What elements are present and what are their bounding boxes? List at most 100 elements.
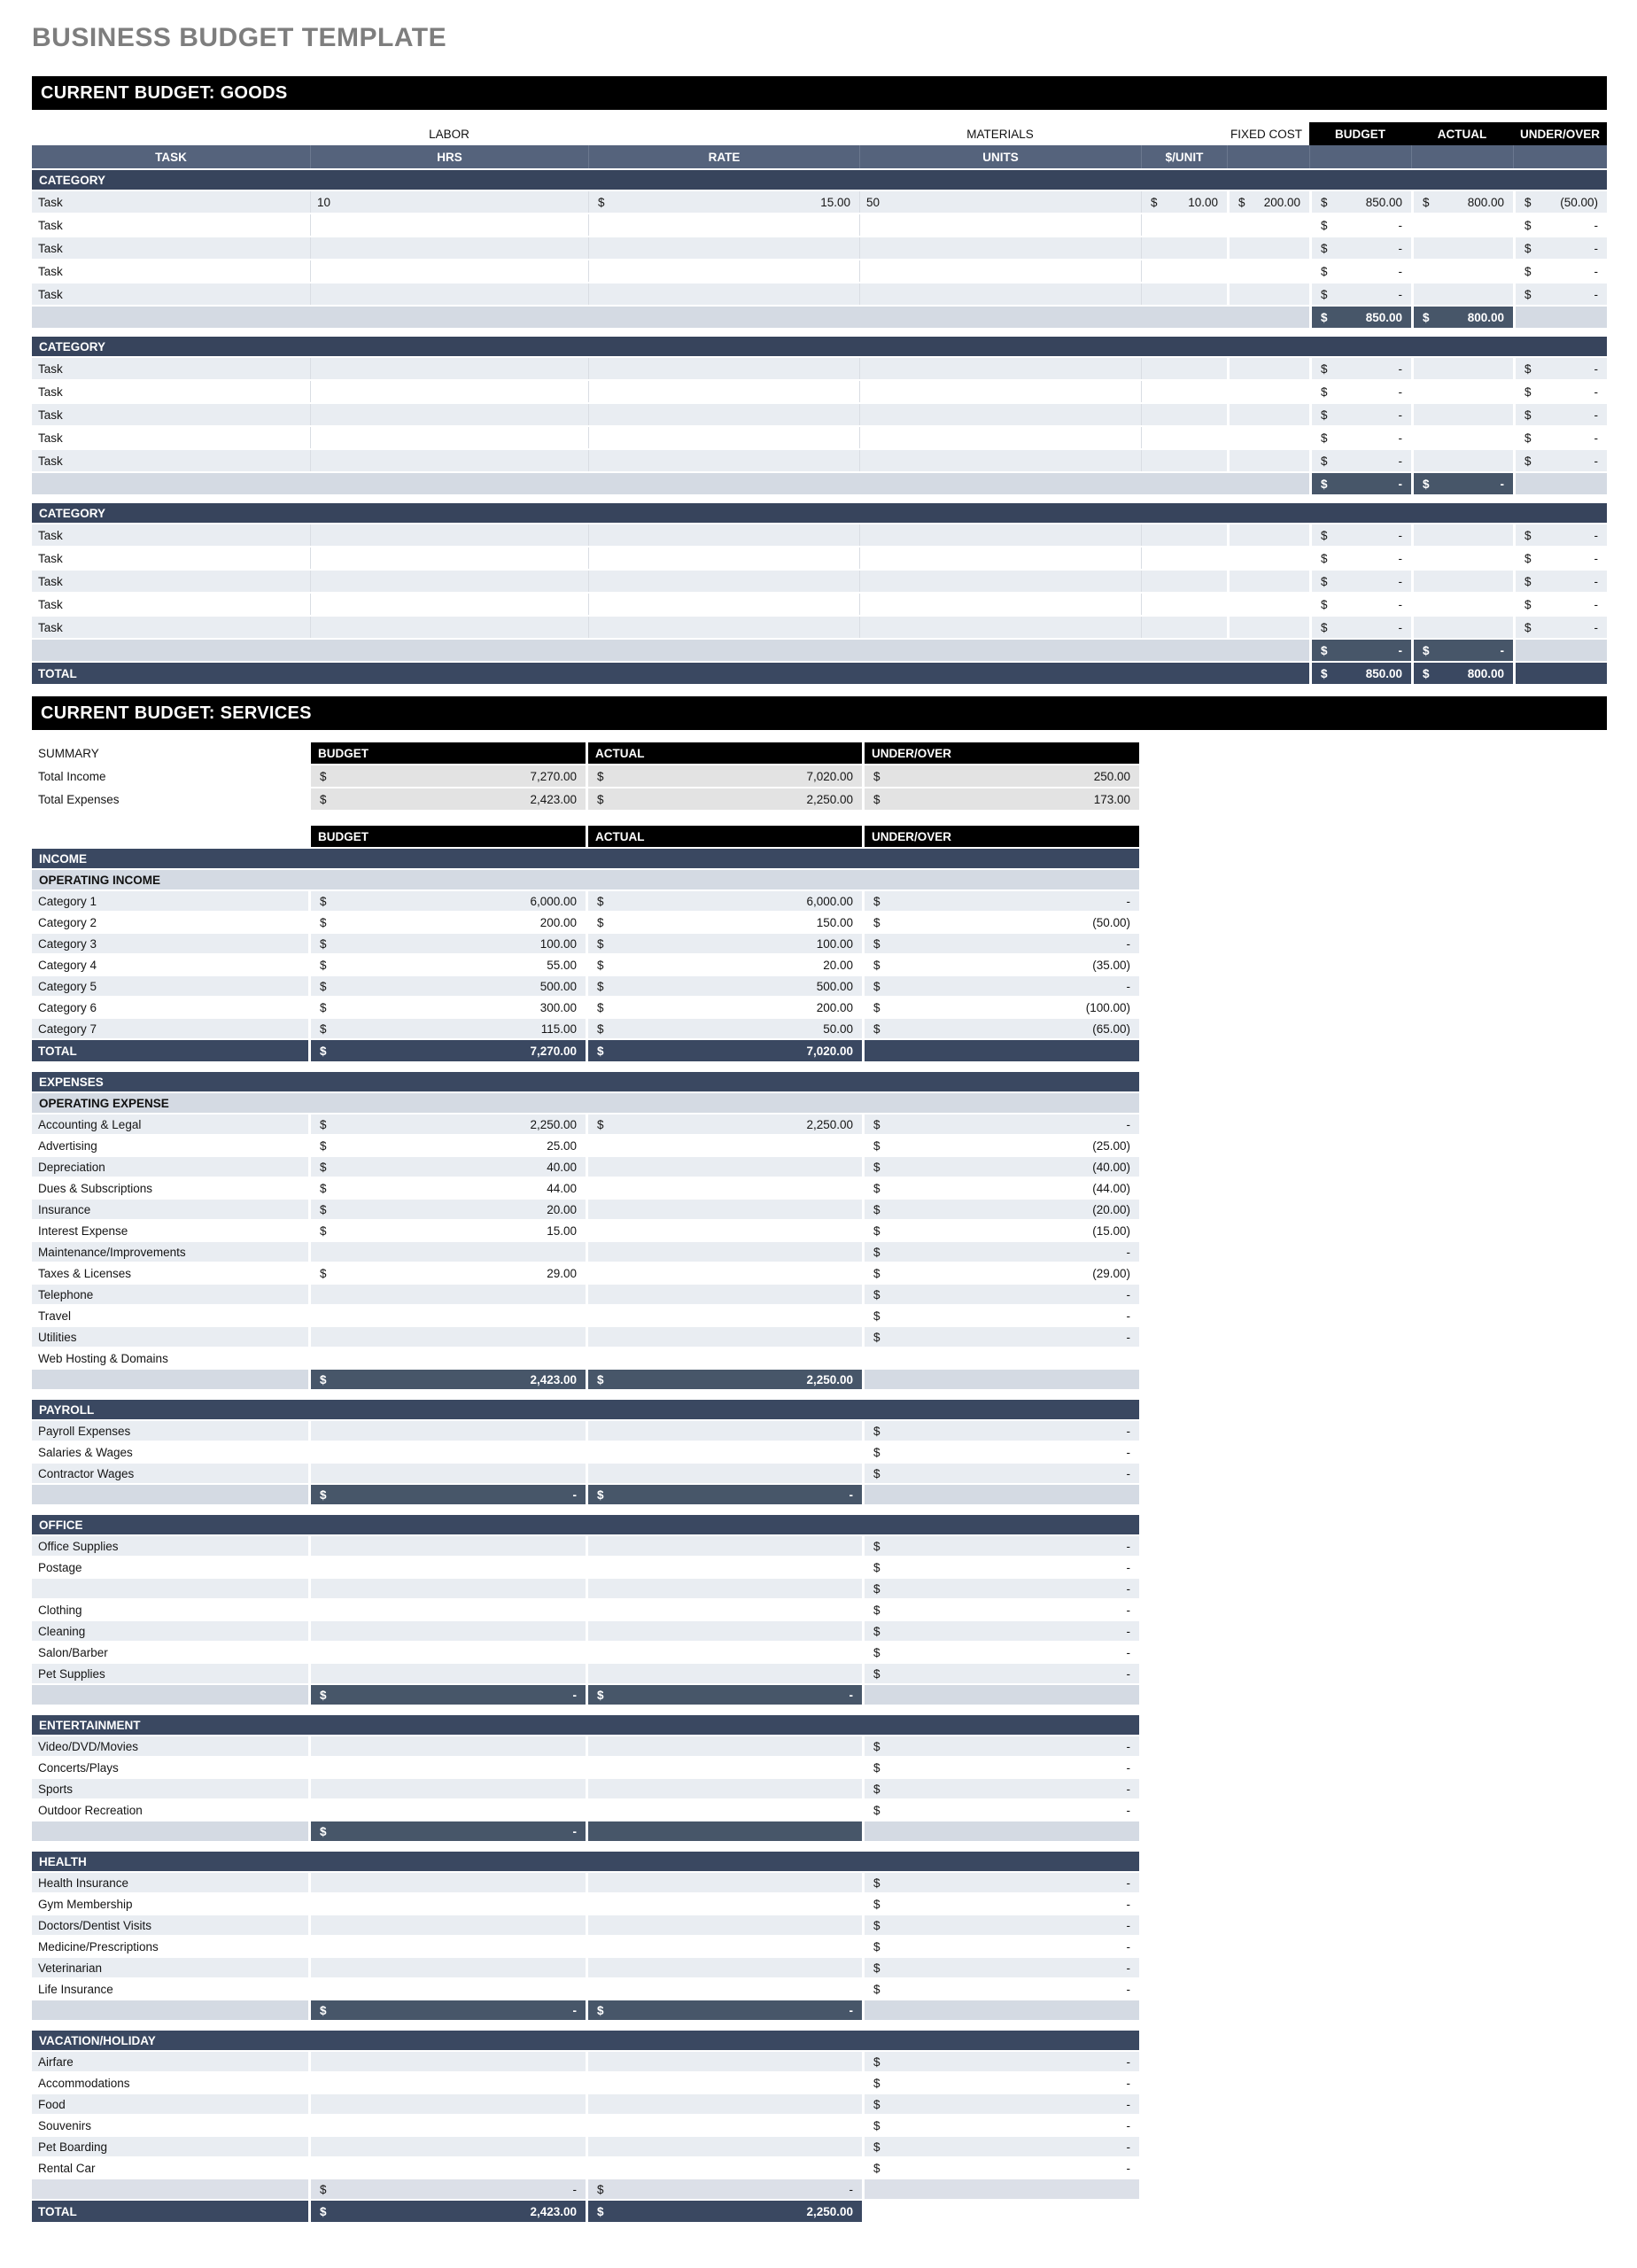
under-over-cell[interactable]: $ - xyxy=(862,1285,1139,1304)
units-cell[interactable]: 50 xyxy=(859,191,1141,213)
actual-cell[interactable]: $100.00 xyxy=(586,934,862,953)
rate-cell[interactable] xyxy=(588,214,859,236)
under-over-cell[interactable]: $ - xyxy=(1513,358,1607,379)
actual-cell[interactable] xyxy=(1411,427,1513,448)
row-label-cell[interactable]: Interest Expense xyxy=(38,1223,128,1238)
section-band[interactable]: VACATION/HOLIDAY xyxy=(32,2031,1139,2052)
row-label-cell[interactable]: Office Supplies xyxy=(38,1539,119,1553)
actual-cell[interactable] xyxy=(1411,381,1513,402)
hrs-cell[interactable] xyxy=(310,571,588,592)
under-over-cell[interactable]: $ - xyxy=(862,976,1139,996)
hrs-cell[interactable] xyxy=(310,404,588,425)
under-over-cell[interactable]: $ - xyxy=(1513,594,1607,615)
row-label-cell[interactable]: Utilities xyxy=(38,1330,77,1344)
budget-cell[interactable] xyxy=(308,1327,586,1347)
unit-cost-cell[interactable] xyxy=(1141,214,1227,236)
actual-subtotal-cell[interactable]: $2,250.00 xyxy=(586,1370,862,1389)
actual-cell[interactable] xyxy=(586,1894,862,1914)
actual-cell[interactable] xyxy=(586,1200,862,1219)
actual-cell[interactable]: $200.00 xyxy=(586,998,862,1017)
under-over-cell[interactable]: $ - xyxy=(862,1779,1139,1798)
actual-cell[interactable] xyxy=(586,1221,862,1240)
row-label-cell[interactable]: Dues & Subscriptions xyxy=(38,1181,153,1195)
rate-cell[interactable] xyxy=(588,524,859,546)
row-label-cell[interactable]: Advertising xyxy=(38,1138,97,1153)
actual-subtotal-cell[interactable]: $800.00 xyxy=(1411,307,1513,328)
budget-cell[interactable]: $ - xyxy=(1309,617,1411,638)
actual-cell[interactable] xyxy=(586,2137,862,2156)
budget-cell[interactable] xyxy=(308,1442,586,1462)
budget-total-cell[interactable]: $7,270.00 xyxy=(308,1040,586,1061)
actual-cell[interactable] xyxy=(586,1779,862,1798)
budget-subtotal-cell[interactable]: $2,423.00 xyxy=(308,1370,586,1389)
actual-total-cell[interactable]: $7,020.00 xyxy=(586,1040,862,1061)
fixed-cost-cell[interactable] xyxy=(1227,404,1309,425)
row-label-cell[interactable]: Telephone xyxy=(38,1287,94,1301)
hrs-cell[interactable] xyxy=(310,617,588,638)
under-over-cell[interactable]: $ - xyxy=(862,1557,1139,1577)
subsection-band[interactable]: OPERATING EXPENSE xyxy=(32,1093,1139,1115)
task-cell[interactable]: Task xyxy=(38,218,63,232)
budget-cell[interactable]: $300.00 xyxy=(308,998,586,1017)
unit-cost-cell[interactable] xyxy=(1141,524,1227,546)
under-over-cell[interactable]: $ - xyxy=(862,1758,1139,1777)
budget-cell[interactable]: $ - xyxy=(1309,548,1411,569)
under-over-cell[interactable]: $ - xyxy=(862,1664,1139,1683)
actual-cell[interactable] xyxy=(586,1178,862,1198)
under-over-cell[interactable]: $ - xyxy=(862,1327,1139,1347)
units-cell[interactable] xyxy=(859,214,1141,236)
budget-cell[interactable] xyxy=(308,1536,586,1556)
rate-cell[interactable] xyxy=(588,548,859,569)
actual-cell[interactable] xyxy=(586,1800,862,1820)
row-label-cell[interactable]: Souvenirs xyxy=(38,2118,92,2132)
rate-cell[interactable] xyxy=(588,358,859,379)
section-band[interactable]: HEALTH xyxy=(32,1852,1139,1873)
hrs-cell[interactable] xyxy=(310,284,588,305)
actual-cell[interactable] xyxy=(586,2073,862,2093)
actual-cell[interactable] xyxy=(586,1263,862,1283)
under-over-cell[interactable]: $ - xyxy=(862,1915,1139,1935)
budget-cell[interactable]: $44.00 xyxy=(308,1178,586,1198)
budget-cell[interactable]: $ - xyxy=(1309,450,1411,471)
actual-cell[interactable] xyxy=(1411,404,1513,425)
budget-cell[interactable] xyxy=(308,1873,586,1892)
budget-cell[interactable] xyxy=(308,1779,586,1798)
budget-cell[interactable] xyxy=(308,2116,586,2135)
unit-cost-cell[interactable] xyxy=(1141,594,1227,615)
row-label-cell[interactable]: Accommodations xyxy=(38,2076,130,2090)
unit-cost-cell[interactable] xyxy=(1141,260,1227,282)
budget-cell[interactable]: $ - xyxy=(1309,214,1411,236)
fixed-cost-cell[interactable] xyxy=(1227,237,1309,259)
budget-cell[interactable]: $100.00 xyxy=(308,934,586,953)
units-cell[interactable] xyxy=(859,260,1141,282)
row-label-cell[interactable]: Accounting & Legal xyxy=(38,1117,142,1131)
task-cell[interactable]: Task xyxy=(38,195,63,209)
under-over-cell[interactable]: $ - xyxy=(1513,260,1607,282)
actual-cell[interactable]: $150.00 xyxy=(586,913,862,932)
rate-cell[interactable] xyxy=(588,260,859,282)
actual-subtotal-cell[interactable]: $ - xyxy=(586,1485,862,1504)
rate-cell[interactable] xyxy=(588,450,859,471)
hrs-cell[interactable] xyxy=(310,524,588,546)
unit-cost-cell[interactable] xyxy=(1141,381,1227,402)
row-label-cell[interactable]: Salon/Barber xyxy=(38,1645,108,1659)
row-label-cell[interactable]: Postage xyxy=(38,1560,82,1574)
under-over-cell[interactable]: $ - xyxy=(1513,617,1607,638)
budget-cell[interactable]: $ - xyxy=(1309,427,1411,448)
under-over-cell[interactable]: $ - xyxy=(1513,284,1607,305)
rate-cell[interactable]: $15.00 xyxy=(588,191,859,213)
under-over-cell[interactable]: $ (35.00) xyxy=(862,955,1139,975)
budget-cell[interactable]: $ - xyxy=(1309,358,1411,379)
under-over-cell[interactable]: $ - xyxy=(862,1442,1139,1462)
actual-subtotal-cell[interactable]: $ - xyxy=(1411,473,1513,494)
budget-cell[interactable]: $55.00 xyxy=(308,955,586,975)
actual-cell[interactable] xyxy=(586,2052,862,2071)
under-over-cell[interactable]: $ - xyxy=(862,1894,1139,1914)
under-over-cell[interactable]: $ - xyxy=(862,1800,1139,1820)
row-label-cell[interactable]: Veterinarian xyxy=(38,1961,103,1975)
rate-cell[interactable] xyxy=(588,427,859,448)
actual-subtotal-cell[interactable]: $ - xyxy=(586,2000,862,2020)
actual-cell[interactable]: $50.00 xyxy=(586,1019,862,1038)
budget-subtotal-cell[interactable]: $ - xyxy=(308,2000,586,2020)
under-over-cell[interactable]: $ - xyxy=(1513,548,1607,569)
